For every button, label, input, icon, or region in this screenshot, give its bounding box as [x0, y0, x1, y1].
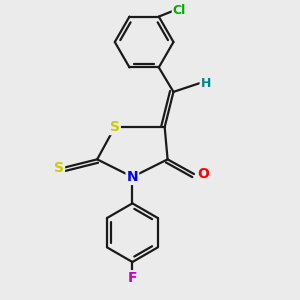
Text: S: S: [54, 161, 64, 175]
Text: N: N: [127, 170, 138, 184]
Text: H: H: [200, 76, 211, 90]
Text: S: S: [110, 120, 120, 134]
Text: Cl: Cl: [173, 4, 186, 17]
Text: F: F: [128, 271, 137, 285]
Text: O: O: [197, 167, 209, 181]
